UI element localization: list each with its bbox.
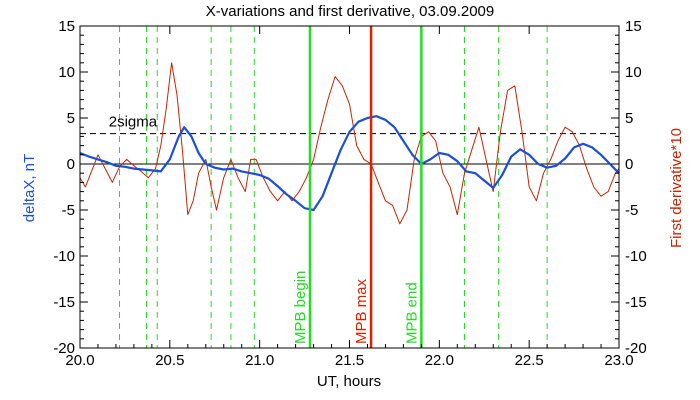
y-tick-label-right-0: 15	[625, 18, 642, 35]
y-tick-label-left-0: 15	[58, 18, 75, 35]
x-tick-label-4: 22.0	[425, 352, 454, 369]
threshold-label: 2sigma	[109, 114, 158, 131]
y-tick-label-right-1: 10	[625, 64, 642, 81]
y-tick-label-right-3: 0	[625, 156, 633, 173]
y-tick-label-left-5: -10	[53, 248, 75, 265]
x-tick-label-2: 21.0	[245, 352, 274, 369]
y-tick-label-right-5: -10	[625, 248, 647, 265]
marker-label-0: MPB begin	[292, 271, 309, 344]
y-tick-label-right-2: 5	[625, 110, 633, 127]
y-tick-label-left-1: 10	[58, 64, 75, 81]
derivative-series-line	[79, 62, 620, 225]
x-tick-label-6: 23.0	[604, 352, 633, 369]
x-tick-label-5: 22.5	[515, 352, 544, 369]
y-tick-label-right-6: -15	[625, 294, 647, 311]
y-axis-left-title: deltaX, nT	[21, 154, 38, 222]
y-tick-label-right-7: -20	[625, 340, 647, 357]
x-axis-title: UT, hours	[317, 373, 381, 390]
y-tick-label-left-2: 5	[67, 110, 75, 127]
deltax-series-line	[79, 115, 620, 212]
marker-label-2: MPB end	[403, 282, 420, 344]
chart-title: X-variations and first derivative, 03.09…	[206, 3, 495, 20]
plot-area: 2sigma MPB begin MPB max MPB end 20.0 20.5 21.…	[53, 18, 646, 369]
marker-label-1: MPB max	[353, 278, 370, 344]
y-tick-label-right-4: -5	[625, 202, 638, 219]
y-tick-label-left-4: -5	[62, 202, 75, 219]
y-tick-label-left-3: 0	[67, 156, 75, 173]
x-tick-label-3: 21.5	[335, 352, 364, 369]
y-tick-label-left-6: -15	[53, 294, 75, 311]
x-tick-label-0: 20.0	[65, 352, 94, 369]
y-axis-right-title: First derivative*10	[668, 128, 685, 248]
y-tick-label-left-7: -20	[53, 340, 75, 357]
x-tick-label-1: 20.5	[155, 352, 184, 369]
plot-frame	[79, 25, 620, 349]
